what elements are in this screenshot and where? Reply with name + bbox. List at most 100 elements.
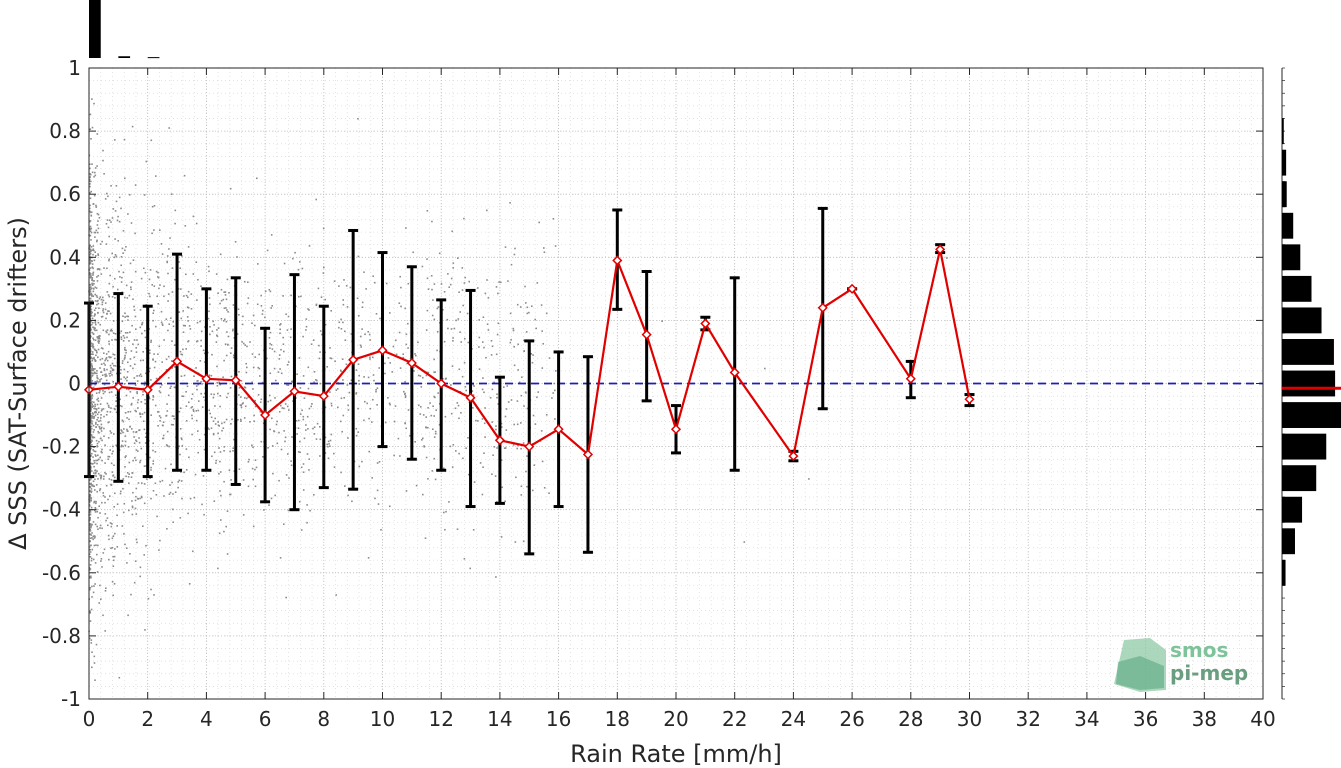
scatter-point xyxy=(94,167,97,169)
scatter-point xyxy=(114,333,117,335)
scatter-point xyxy=(92,591,95,594)
scatter-point xyxy=(230,423,232,425)
scatter-point xyxy=(107,350,110,353)
scatter-point xyxy=(98,458,100,461)
scatter-point xyxy=(226,309,228,311)
scatter-point xyxy=(114,254,117,256)
scatter-point xyxy=(130,350,133,352)
scatter-point xyxy=(152,449,154,452)
scatter-point xyxy=(223,530,225,533)
scatter-point xyxy=(97,528,99,530)
scatter-point xyxy=(149,352,151,354)
scatter-point xyxy=(123,533,125,535)
scatter-point xyxy=(119,492,122,495)
scatter-point xyxy=(141,321,144,324)
scatter-point xyxy=(110,221,112,223)
scatter-point xyxy=(460,341,462,343)
scatter-point xyxy=(230,479,232,481)
scatter-point xyxy=(110,547,112,550)
scatter-point xyxy=(89,612,92,614)
scatter-point xyxy=(178,479,181,482)
scatter-point xyxy=(89,163,91,165)
scatter-point xyxy=(215,341,218,343)
scatter-point xyxy=(108,310,110,312)
scatter-point xyxy=(526,455,528,457)
scatter-point xyxy=(545,312,548,315)
scatter-point xyxy=(158,415,161,417)
scatter-point xyxy=(213,393,215,396)
scatter-point xyxy=(150,588,152,591)
scatter-point xyxy=(215,462,217,464)
scatter-point xyxy=(481,418,484,420)
scatter-point xyxy=(197,380,199,382)
scatter-point xyxy=(90,526,92,529)
scatter-point xyxy=(330,357,333,360)
scatter-point xyxy=(157,271,159,274)
scatter-point xyxy=(444,528,446,531)
scatter-point xyxy=(99,323,101,326)
scatter-point xyxy=(242,402,244,404)
scatter-point xyxy=(105,587,107,589)
scatter-point xyxy=(215,459,217,462)
scatter-point xyxy=(139,373,142,376)
scatter-point xyxy=(517,369,519,371)
scatter-point xyxy=(185,273,187,276)
scatter-point xyxy=(202,380,205,382)
scatter-point xyxy=(93,231,96,234)
scatter-point xyxy=(88,546,91,548)
scatter-point xyxy=(268,288,271,291)
scatter-point xyxy=(495,428,497,431)
scatter-point xyxy=(89,185,91,188)
scatter-point xyxy=(117,240,119,242)
scatter-point xyxy=(90,639,93,641)
scatter-point xyxy=(369,356,371,359)
scatter-point xyxy=(458,417,460,420)
scatter-point xyxy=(120,378,122,380)
scatter-point xyxy=(315,198,317,201)
scatter-point xyxy=(120,256,123,258)
scatter-point xyxy=(478,368,481,370)
scatter-point xyxy=(107,310,109,312)
scatter-point xyxy=(90,275,92,278)
scatter-point xyxy=(113,506,115,508)
scatter-point xyxy=(122,230,125,232)
x-tick-label: 36 xyxy=(1133,707,1158,731)
scatter-point xyxy=(374,497,376,500)
scatter-point xyxy=(108,558,110,561)
scatter-point xyxy=(280,372,283,375)
scatter-point xyxy=(210,416,213,419)
scatter-point xyxy=(368,417,370,420)
scatter-point xyxy=(112,369,115,371)
scatter-point xyxy=(166,403,168,405)
scatter-point xyxy=(271,348,274,350)
scatter-point xyxy=(102,347,104,350)
scatter-point xyxy=(128,482,130,484)
scatter-point xyxy=(116,219,119,222)
scatter-point xyxy=(158,287,160,290)
scatter-point xyxy=(443,467,445,470)
scatter-point xyxy=(104,444,106,446)
scatter-point xyxy=(374,281,376,284)
scatter-point xyxy=(108,295,111,298)
scatter-point xyxy=(90,250,92,253)
scatter-point xyxy=(89,620,92,622)
scatter-point xyxy=(97,544,99,547)
scatter-point xyxy=(129,331,131,333)
scatter-point xyxy=(168,323,170,325)
scatter-point xyxy=(181,445,184,447)
scatter-point xyxy=(173,418,176,420)
scatter-point xyxy=(140,495,143,498)
scatter-point xyxy=(429,402,431,404)
scatter-point xyxy=(413,370,415,372)
right-histogram-bar xyxy=(1282,559,1286,586)
scatter-point xyxy=(120,429,122,431)
scatter-point xyxy=(92,345,95,348)
scatter-point xyxy=(95,392,98,394)
scatter-point xyxy=(89,533,91,535)
scatter-point xyxy=(100,426,103,429)
scatter-point xyxy=(280,323,282,325)
scatter-point xyxy=(513,423,515,426)
scatter-point xyxy=(333,280,336,282)
scatter-point xyxy=(149,349,151,352)
scatter-point xyxy=(503,386,505,388)
